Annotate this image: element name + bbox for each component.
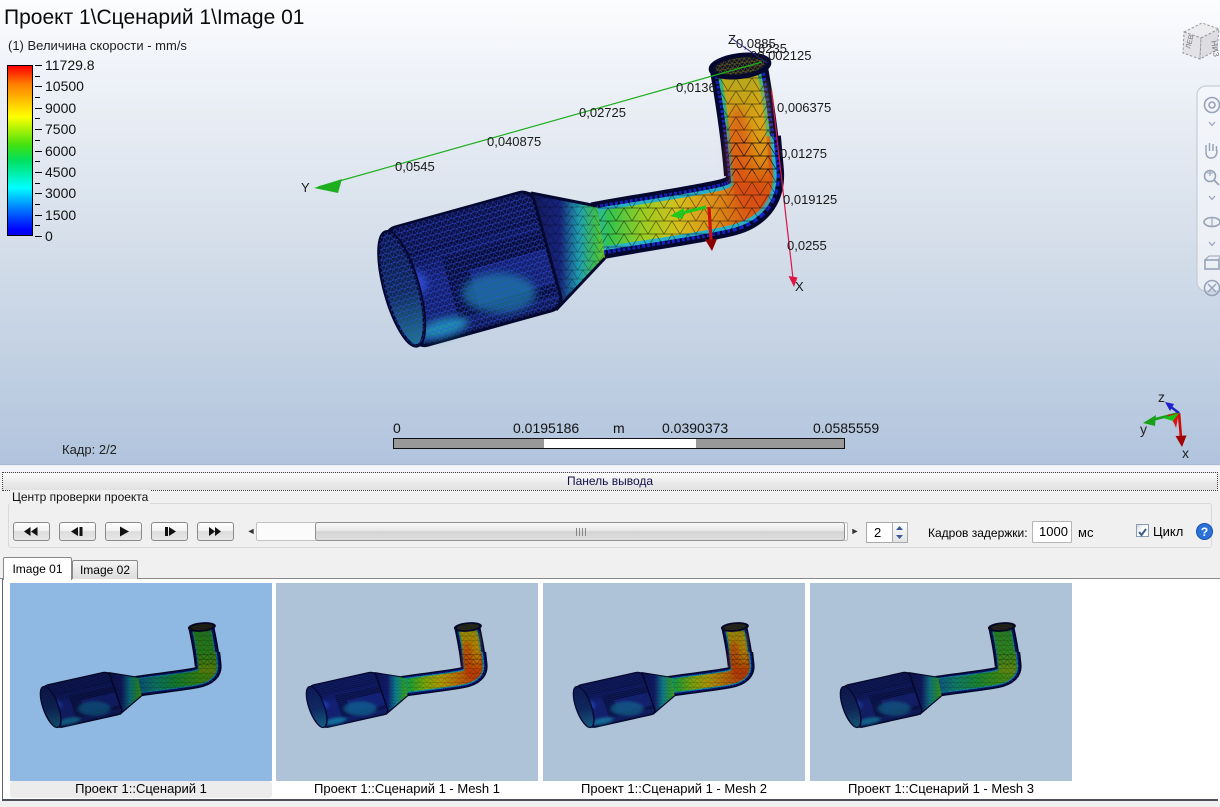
svg-text:0,0255: 0,0255 <box>787 238 827 253</box>
svg-text:x: x <box>1182 445 1189 461</box>
svg-text:?: ? <box>1201 525 1208 539</box>
svg-text:y: y <box>1140 421 1147 437</box>
svg-text:0,0545: 0,0545 <box>395 159 435 174</box>
svg-text:НИЗ: НИЗ <box>1209 40 1220 58</box>
svg-text:0,0885: 0,0885 <box>736 36 776 51</box>
svg-text:00,002125: 00,002125 <box>750 48 811 63</box>
svg-text:X: X <box>795 279 804 294</box>
svg-text:Y: Y <box>301 180 310 195</box>
svg-text:0,02725: 0,02725 <box>579 105 626 120</box>
svg-text:z: z <box>1158 389 1165 405</box>
svg-text:0,01275: 0,01275 <box>780 146 827 161</box>
svg-text:0,040875: 0,040875 <box>487 134 541 149</box>
svg-text:Z: Z <box>728 32 736 47</box>
svg-text:0,019125: 0,019125 <box>783 192 837 207</box>
svg-text:0,0136: 0,0136 <box>676 80 716 95</box>
svg-text:0,006375: 0,006375 <box>777 100 831 115</box>
svg-text:ЛЕВ: ЛЕВ <box>1185 34 1195 50</box>
svg-text:6235: 6235 <box>758 41 787 56</box>
